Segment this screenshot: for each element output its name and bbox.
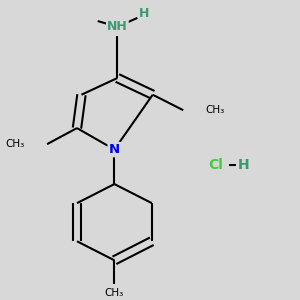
Text: Cl: Cl bbox=[209, 158, 224, 172]
Text: CH₃: CH₃ bbox=[206, 105, 225, 115]
Text: H: H bbox=[139, 8, 149, 20]
Text: N: N bbox=[109, 143, 120, 156]
Text: H: H bbox=[237, 158, 249, 172]
Text: CH₃: CH₃ bbox=[105, 288, 124, 298]
Text: CH₃: CH₃ bbox=[5, 139, 25, 149]
Text: NH: NH bbox=[107, 20, 128, 33]
